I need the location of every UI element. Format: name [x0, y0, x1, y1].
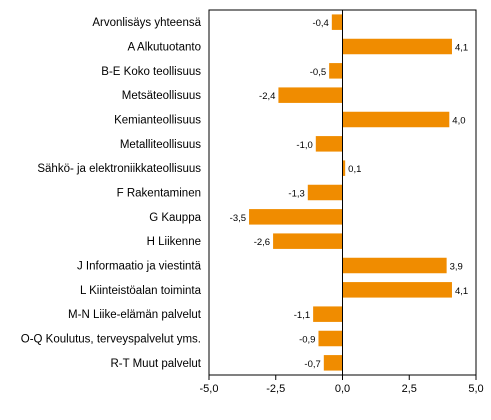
category-label: R-T Muut palvelut — [110, 358, 201, 370]
data-label: -0,5 — [310, 67, 326, 78]
bar — [278, 87, 343, 103]
data-label: 4,0 — [452, 116, 465, 127]
data-label: -0,9 — [299, 335, 315, 346]
bar — [329, 63, 343, 79]
bar — [342, 111, 450, 128]
category-label: O-Q Koulutus, terveyspalvelut yms. — [21, 334, 201, 346]
data-label: -1,3 — [288, 189, 304, 200]
category-label: F Rakentaminen — [117, 188, 201, 200]
category-label: Arvonlisäys yhteensä — [92, 17, 201, 29]
category-label: Sähkö- ja elektroniikkateollisuus — [37, 163, 201, 175]
bar — [342, 160, 346, 176]
bar — [342, 257, 447, 274]
bar — [331, 14, 343, 30]
data-label: -2,4 — [259, 91, 275, 102]
bar — [318, 330, 343, 347]
bar — [342, 282, 452, 298]
data-label: -1,0 — [296, 140, 312, 151]
data-labels: -0,4 4,1 -0,5 -2,4 4,0 -1,0 0,1 -1,3 -3,5 -2,6 3,9… — [230, 18, 469, 370]
category-label: G Kauppa — [149, 212, 201, 224]
data-label: -0,7 — [304, 359, 320, 370]
bar — [273, 233, 343, 249]
data-label: 4,1 — [455, 43, 468, 54]
x-tick-label: 0,0 — [335, 383, 350, 395]
data-label: 4,1 — [455, 286, 468, 297]
bar — [313, 306, 343, 322]
category-label: H Liikenne — [147, 236, 201, 248]
category-label: M-N Liike-elämän palvelut — [68, 309, 202, 321]
data-label: -0,4 — [312, 18, 328, 29]
data-label: -3,5 — [230, 213, 246, 224]
category-label: Metalliteollisuus — [120, 139, 201, 151]
category-label: L Kiinteistöalan toiminta — [80, 285, 202, 297]
bar — [249, 209, 343, 225]
category-labels: Arvonlisäys yhteensä A Alkutuotanto B-E Ko… — [21, 17, 202, 370]
x-axis: -5,0 -2,5 0,0 2,5 5,0 — [200, 375, 484, 395]
category-label: A Alkutuotanto — [127, 42, 201, 54]
data-label: 0,1 — [348, 164, 361, 175]
x-tick-label: -5,0 — [200, 383, 219, 395]
category-label: J Informaatio ja viestintä — [77, 261, 202, 273]
bar — [315, 136, 343, 152]
data-label: -2,6 — [254, 237, 270, 248]
bar — [307, 184, 343, 201]
bar — [342, 38, 452, 55]
x-tick-label: 5,0 — [468, 383, 483, 395]
bars-group — [249, 14, 452, 371]
x-tick-label: 2,5 — [402, 383, 417, 395]
x-tick-label: -2,5 — [266, 383, 285, 395]
data-label: -1,1 — [294, 310, 310, 321]
category-label: Metsäteollisuus — [122, 90, 202, 102]
category-label: B-E Koko teollisuus — [101, 66, 201, 78]
category-label: Kemianteollisuus — [114, 115, 201, 127]
data-label: 3,9 — [450, 262, 463, 273]
bar — [323, 355, 343, 371]
